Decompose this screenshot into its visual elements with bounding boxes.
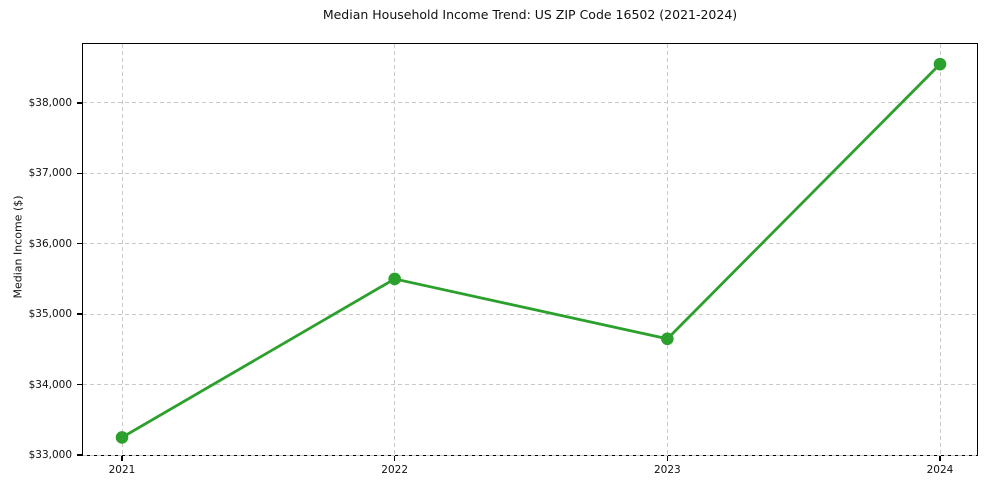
x-tick <box>121 456 123 461</box>
plot-area <box>82 43 978 456</box>
x-tick <box>666 456 669 461</box>
data-point-marker <box>661 332 674 346</box>
gridline-horizontal <box>83 102 977 104</box>
x-tick-label: 2022 <box>381 464 409 476</box>
y-tick-label: $33,000 <box>28 449 72 461</box>
gridline-vertical <box>121 44 123 455</box>
y-tick <box>77 313 82 315</box>
y-tick-label: $36,000 <box>28 237 72 250</box>
gridline-vertical <box>939 44 941 455</box>
y-tick <box>77 242 82 245</box>
gridline-vertical <box>666 44 668 455</box>
data-point-marker <box>115 431 129 444</box>
x-tick-label: 2024 <box>926 464 954 476</box>
grid-layer <box>83 44 977 456</box>
chart-title: Median Household Income Trend: US ZIP Co… <box>322 7 738 22</box>
y-tick-label: $37,000 <box>28 167 72 180</box>
gridline-horizontal <box>83 313 977 315</box>
x-tick <box>939 456 941 461</box>
y-tick-label: $35,000 <box>28 308 72 321</box>
data-point-marker <box>933 57 947 71</box>
y-tick <box>77 102 82 104</box>
x-tick-label: 2021 <box>108 464 136 476</box>
gridline-horizontal <box>83 384 977 386</box>
data-point-marker <box>388 272 401 286</box>
gridline-horizontal <box>83 172 977 174</box>
x-tick-label: 2023 <box>653 464 681 476</box>
y-tick-label: $38,000 <box>28 96 72 109</box>
gridline-vertical <box>394 44 396 455</box>
y-tick <box>77 383 82 386</box>
y-tick <box>77 454 82 456</box>
line-series-svg <box>115 57 947 444</box>
gridline-horizontal <box>83 243 977 245</box>
x-tick <box>393 456 396 461</box>
gridline-horizontal <box>83 454 977 456</box>
y-tick-label: $34,000 <box>28 378 72 391</box>
trend-line <box>120 62 942 439</box>
y-tick <box>77 172 82 175</box>
